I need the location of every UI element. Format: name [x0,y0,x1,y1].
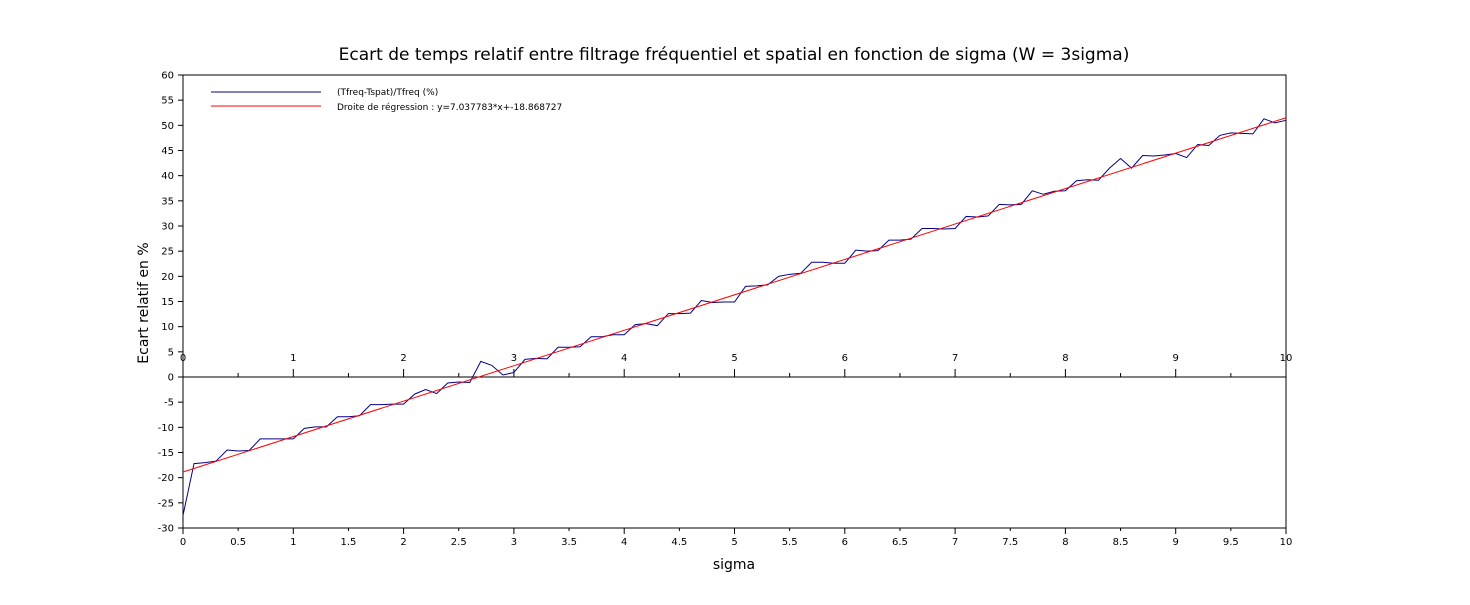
y-tick-label: 30 [161,222,174,233]
y-tick-label: 20 [161,272,174,283]
x-tick-label: 7.5 [1002,537,1018,548]
legend-label-measured: (Tfreq-Tspat)/Tfreq (%) [337,88,438,98]
x-tick-label: 1 [290,537,296,548]
zero-axis: 0 1 2 3 4 5 6 7 8 9 10 [180,353,1293,378]
y-tick-label: 0 [168,373,174,384]
x-tick-label: 3.5 [561,537,577,548]
zero-axis-tick-label: 1 [290,353,296,364]
x-tick-label: 4 [621,537,627,548]
y-tick-label: 25 [161,247,174,258]
x-tick-label: 5 [731,537,737,548]
y-tick-label: 10 [161,322,174,333]
y-tick-label: -25 [158,498,174,509]
y-tick-label: 5 [168,347,174,358]
x-tick-label: 3 [511,537,517,548]
zero-axis-tick-label: 7 [952,353,958,364]
x-tick-label: 10 [1280,537,1293,548]
y-tick-label: -30 [158,524,174,535]
x-tick-label: 8 [1062,537,1068,548]
x-tick-label: 4.5 [671,537,687,548]
series-regression-line [182,117,1287,473]
series-layer [182,117,1287,516]
x-tick-label: 9 [1173,537,1179,548]
y-tick-label: 15 [161,297,174,308]
x-tick-label: 6 [842,537,848,548]
zero-axis-tick-label: 0 [180,353,186,364]
series-measured-line [182,118,1287,516]
y-tick-label: -20 [158,473,174,484]
y-tick-label: 50 [161,121,174,132]
x-tick-label: 6.5 [892,537,908,548]
x-tick-label: 9.5 [1223,537,1239,548]
y-tick-label: -10 [158,423,174,434]
zero-axis-tick-label: 8 [1062,353,1068,364]
y-tick-label: -5 [164,398,174,409]
y-axis: -30-25-20-15-10-505101520253035404550556… [158,71,183,535]
x-tick-label: 1.5 [340,537,356,548]
y-tick-label: 35 [161,196,174,207]
zero-axis-tick-label: 4 [621,353,627,364]
x-tick-label: 2 [400,537,406,548]
x-tick-label: 2.5 [451,537,467,548]
x-tick-label: 7 [952,537,958,548]
legend: (Tfreq-Tspat)/Tfreq (%) Droite de régres… [211,88,562,113]
zero-axis-tick-label: 3 [511,353,517,364]
x-axis-label: sigma [713,557,755,573]
y-tick-label: 60 [161,71,174,82]
x-tick-label: 0 [180,537,186,548]
x-tick-label: 8.5 [1113,537,1129,548]
legend-label-regression: Droite de régression : y=7.037783*x+-18.… [337,102,562,113]
y-tick-label: 40 [161,171,174,182]
x-tick-label: 5.5 [782,537,798,548]
y-tick-label: 55 [161,96,174,107]
x-axis: 0 0.5 1 1.5 2 2.5 3 3.5 4 4.5 5 5.5 6 6.5 7 7.5 8 8.5 9 9.5… [180,528,1293,548]
zero-axis-tick-label: 5 [731,353,737,364]
zero-axis-tick-label: 6 [842,353,848,364]
y-axis-label: Ecart relatif en % [136,242,152,363]
zero-axis-tick-label: 10 [1280,353,1293,364]
y-tick-label: 45 [161,146,174,157]
zero-axis-tick-label: 2 [400,353,406,364]
zero-axis-tick-label: 9 [1173,353,1179,364]
chart-title: Ecart de temps relatif entre filtrage fr… [339,45,1130,65]
y-tick-label: -15 [158,448,174,459]
x-tick-label: 0.5 [230,537,246,548]
